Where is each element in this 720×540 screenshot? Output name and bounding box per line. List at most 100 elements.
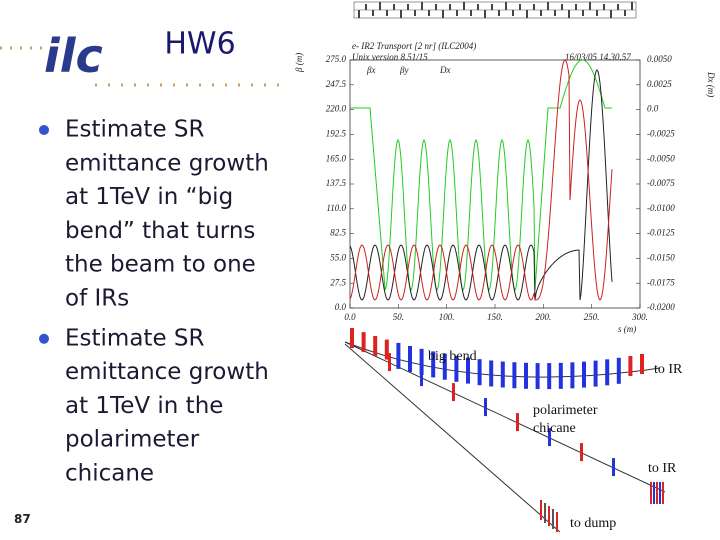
magnet [659, 482, 661, 504]
x-tick-label: 250. [584, 312, 600, 322]
left-tick-label: 275.0 [326, 54, 347, 64]
magnet [524, 362, 528, 389]
right-tick-label: 0.0050 [647, 54, 672, 64]
magnet [544, 503, 546, 523]
x-tick-label: 50. [393, 312, 404, 322]
bullet-dot [39, 125, 49, 135]
lattice-element [372, 10, 374, 16]
lattice-element [435, 4, 437, 10]
bullet-dot [39, 333, 49, 344]
magnet [350, 328, 354, 348]
magnet [442, 353, 447, 380]
right-tick-label: -0.0075 [647, 178, 675, 188]
lattice-element [526, 10, 528, 18]
magnet [612, 458, 615, 477]
magnet [547, 363, 552, 390]
lattice-element [568, 10, 570, 18]
magnet [605, 359, 610, 386]
slide-title: HW6 [164, 27, 235, 62]
beam-line [344, 343, 561, 533]
lattice-element [631, 2, 633, 10]
magnet [582, 361, 586, 388]
lattice-element [477, 4, 479, 10]
bullet-text: of IRs [65, 286, 129, 312]
lattice-element [610, 10, 612, 18]
lattice-element [442, 10, 444, 18]
magnet [466, 357, 470, 384]
lattice-element [554, 10, 556, 16]
beamline-label: polarimeter [533, 403, 598, 418]
left-tick-label: 55.0 [330, 252, 346, 262]
magnet [477, 359, 482, 386]
lattice-element [575, 4, 577, 10]
left-tick-label: 165.0 [326, 153, 347, 163]
x-tick-label: 200. [535, 312, 551, 322]
left-tick-label: 82.5 [330, 228, 346, 238]
bullet-text: Estimate SR [65, 117, 205, 143]
x-tick-label: 300. [631, 312, 648, 322]
lattice-element [540, 10, 542, 16]
beamline-label: chicane [533, 421, 576, 436]
lattice-element [400, 10, 402, 18]
lattice-element [589, 2, 591, 10]
magnet [570, 362, 575, 389]
lattice-element [519, 4, 521, 10]
magnet [452, 383, 455, 402]
magnet [419, 348, 424, 375]
magnet [396, 342, 401, 369]
magnet [548, 428, 551, 447]
lattice-element [421, 2, 423, 10]
beamline-label: big bend [428, 349, 477, 364]
legend-entry: βy [399, 65, 408, 75]
magnet [420, 368, 423, 387]
magnet [512, 362, 517, 389]
lattice-element [386, 10, 388, 16]
left-tick-label: 110.0 [326, 203, 346, 213]
logo: ilc [44, 29, 103, 83]
right-tick-label: -0.0150 [647, 252, 675, 262]
beta-x-curve [349, 69, 613, 301]
lattice-element [596, 10, 598, 16]
lattice-element [498, 10, 500, 16]
plot-frame [349, 59, 641, 309]
lattice-element [561, 4, 563, 10]
magnet [552, 509, 554, 529]
lattice-element [547, 2, 549, 10]
right-axis-label: Dx (m) [706, 71, 716, 97]
bullet-text: at 1TeV in the [65, 393, 223, 419]
lattice-element [491, 4, 493, 10]
magnet [388, 353, 391, 372]
magnet [500, 361, 505, 388]
right-tick-label: -0.0025 [647, 128, 675, 138]
bullet-text: the beam to one [65, 252, 256, 278]
beamline-label: to dump [570, 516, 616, 531]
plot-timestamp: 16/03/05 14.30.57 [565, 52, 631, 62]
magnet [656, 482, 658, 504]
lattice-element [365, 4, 367, 10]
bullet-text: at 1TeV in “big [65, 184, 233, 210]
magnets [350, 328, 664, 532]
lattice-element [358, 10, 360, 18]
left-axis-label: β (m) [294, 53, 304, 73]
legend-entry: Dx [439, 65, 451, 75]
bullet-text: bend” that turns [65, 218, 255, 244]
magnet [516, 413, 519, 432]
magnet [580, 443, 583, 462]
magnet [373, 335, 378, 356]
beamline-label: to IR [654, 362, 683, 377]
right-tick-label: -0.0050 [647, 153, 675, 163]
x-axis-label: s (m) [618, 324, 636, 334]
magnet [593, 360, 598, 387]
magnet [384, 339, 389, 360]
magnet [556, 512, 558, 532]
lattice-element [533, 4, 535, 10]
right-tick-label: -0.0175 [647, 277, 675, 287]
left-tick-label: 192.5 [326, 128, 347, 138]
lattice-element [512, 10, 514, 16]
magnet [662, 482, 664, 504]
lattice-element [603, 4, 605, 10]
magnet [489, 360, 494, 387]
lattice-element [470, 10, 472, 16]
bullet-list: Estimate SR emittance growth at 1TeV in “b… [39, 117, 269, 487]
magnet [640, 354, 644, 374]
